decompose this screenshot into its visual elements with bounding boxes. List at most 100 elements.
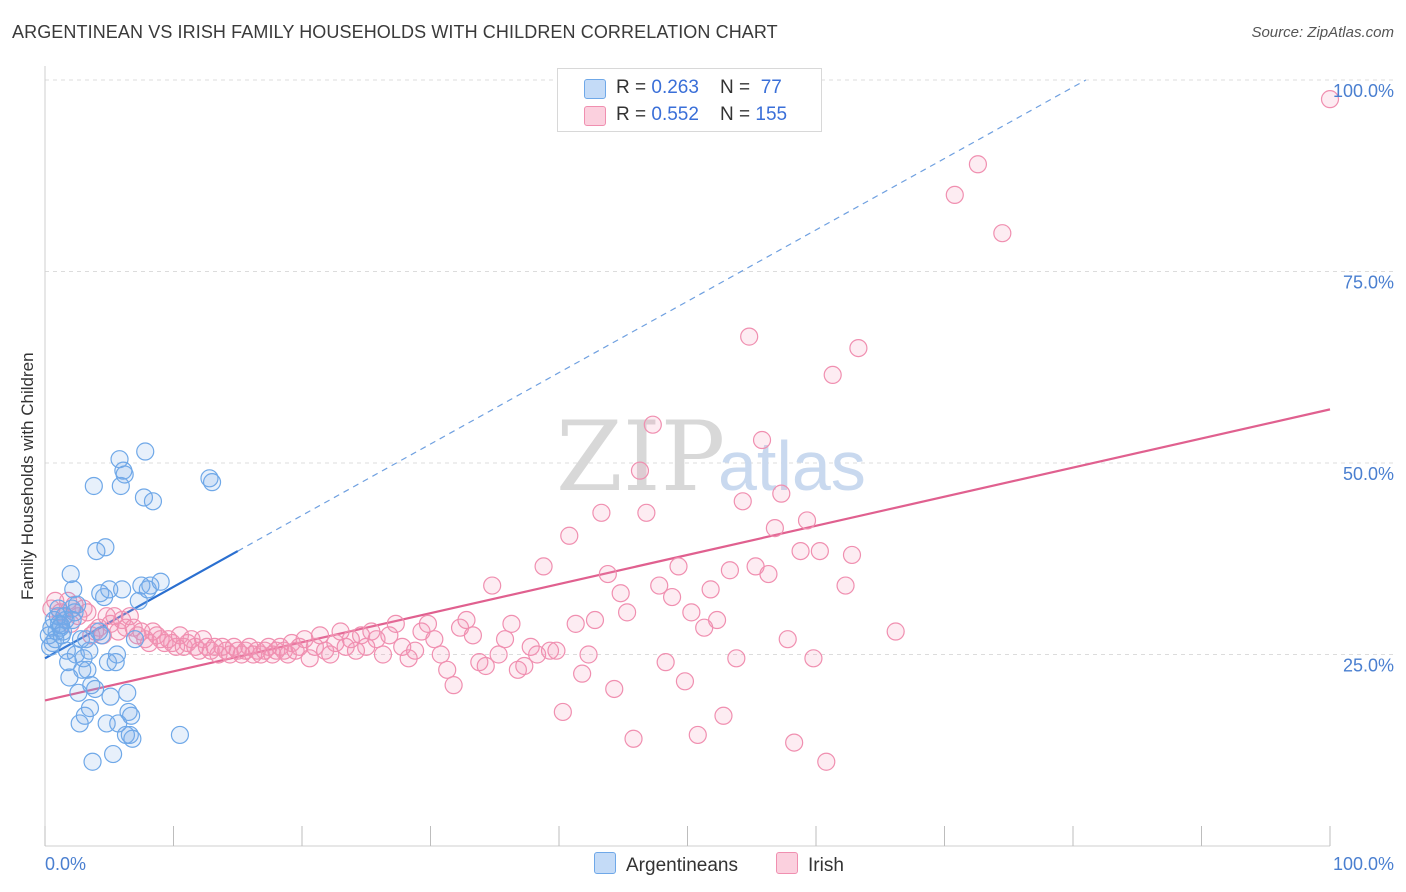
- argentinean-point-62: [134, 488, 154, 507]
- irish-point-150: [823, 365, 842, 385]
- legend-n-value: 77: [760, 77, 782, 98]
- irish-point-143: [778, 630, 797, 649]
- irish-point-129: [688, 725, 707, 745]
- irish-point-80: [373, 645, 393, 664]
- irish-point-136: [733, 492, 752, 511]
- irish-point-112: [579, 645, 598, 664]
- bottom-legend-swatch-argentineans: [594, 852, 616, 874]
- irish-point-74: [341, 630, 360, 649]
- argentinean-point-34: [87, 541, 106, 561]
- irish-point-149: [817, 752, 836, 771]
- x-tick-label-0: 0.0%: [45, 854, 86, 874]
- argentinean-point-75: [80, 641, 99, 660]
- bottom-legend-irish: Irish: [776, 852, 844, 877]
- irish-point-90: [438, 660, 457, 679]
- irish-point-96: [476, 656, 495, 676]
- irish-point-156: [968, 155, 988, 174]
- y-tick-label-0: 25.0%: [1343, 656, 1394, 676]
- argentinean-point-49: [111, 476, 130, 496]
- argentinean-point-50: [112, 580, 132, 599]
- chart-title: ARGENTINEAN VS IRISH FAMILY HOUSEHOLDS W…: [12, 22, 778, 42]
- irish-point-126: [669, 557, 688, 576]
- argentinean-point-46: [107, 645, 127, 664]
- argentinean-point-72: [63, 610, 82, 630]
- bottom-legend-argentineans: Argentineans: [594, 852, 738, 877]
- irish-point-141: [765, 519, 784, 538]
- irish-point-91: [444, 676, 463, 695]
- tick-labels: 25.0% 50.0% 75.0% 100.0% 0.0% 100.0%: [45, 81, 1394, 874]
- argentinean-point-28: [78, 660, 97, 679]
- argentinean-point-65: [141, 576, 160, 595]
- argentinean-point-74: [41, 637, 60, 656]
- argentinean-point-29: [80, 699, 100, 718]
- irish-point-20: [120, 607, 139, 626]
- irish-point-98: [489, 645, 508, 664]
- argentinean-point-42: [100, 580, 119, 599]
- irish-point-76: [352, 626, 371, 645]
- argentinean-point-66: [143, 492, 163, 511]
- irish-point-142: [772, 484, 791, 503]
- irish-point-133: [714, 706, 733, 725]
- axes: [44, 66, 1331, 847]
- watermark-zip: ZIP: [556, 401, 725, 513]
- irish-point-67: [305, 637, 324, 656]
- argentinean-point-17: [64, 580, 83, 599]
- irish-point-110: [566, 614, 585, 633]
- y-tick-label-2: 75.0%: [1343, 273, 1394, 293]
- irish-point-89: [431, 645, 450, 664]
- irish-point-115: [598, 564, 617, 584]
- argentinean-point-68: [170, 725, 190, 745]
- legend-n-label: N =: [720, 104, 756, 125]
- irish-point-87: [418, 614, 438, 633]
- irish-point-121: [637, 503, 656, 522]
- irish-point-94: [463, 626, 483, 645]
- irish-point-152: [842, 545, 862, 565]
- irish-point-106: [540, 641, 560, 660]
- irish-point-97: [483, 576, 502, 595]
- argentinean-point-58: [123, 729, 142, 748]
- irish-point-109: [560, 526, 579, 545]
- y-tick-label-1: 50.0%: [1343, 464, 1394, 484]
- irish-point-117: [611, 584, 630, 603]
- argentinean-point-15: [61, 564, 80, 584]
- irish-point-124: [656, 653, 675, 672]
- irish-point-9: [78, 603, 97, 622]
- irish-point-65: [295, 630, 314, 649]
- argentinean-point-33: [86, 679, 105, 699]
- irish-point-137: [740, 327, 759, 346]
- argentinean-point-37: [92, 626, 111, 645]
- irish-point-70: [321, 645, 340, 664]
- argentinean-point-76: [51, 616, 71, 635]
- irish-point-148: [810, 541, 829, 561]
- argentinean-point-43: [101, 687, 120, 706]
- irish-point-155: [945, 185, 964, 204]
- irish-point-146: [797, 511, 817, 530]
- irish-point-158: [1320, 90, 1340, 109]
- irish-point-93: [457, 610, 476, 630]
- irish-point-113: [585, 610, 605, 630]
- y-axis-title: Family Households with Children: [18, 352, 37, 600]
- argentinean-point-70: [202, 473, 222, 492]
- irish-point-154: [886, 622, 905, 641]
- irish-point-127: [675, 672, 695, 691]
- argentinean-trend-extension: [237, 79, 1087, 552]
- irish-point-153: [849, 339, 868, 358]
- irish-point-120: [630, 461, 650, 480]
- irish-trend-line: [44, 408, 1331, 702]
- stats-legend: R = 0.263 N = 77 R = 0.552 N = 155: [557, 68, 822, 132]
- irish-point-128: [682, 603, 701, 622]
- legend-r-value: 0.263: [651, 77, 699, 98]
- irish-point-122: [643, 415, 662, 434]
- legend-n-label: N =: [720, 77, 756, 98]
- legend-swatch-argentineans: [584, 79, 606, 99]
- irish-point-25: [139, 633, 159, 653]
- irish-point-105: [534, 557, 553, 576]
- argentinean-point-31: [83, 752, 102, 771]
- x-tick-label-1: 100.0%: [1333, 854, 1394, 874]
- watermark-atlas: atlas: [718, 427, 866, 505]
- data-points: [39, 90, 1340, 771]
- irish-point-114: [592, 503, 611, 522]
- irish-point-134: [720, 561, 740, 580]
- argentinean-point-20: [68, 595, 87, 614]
